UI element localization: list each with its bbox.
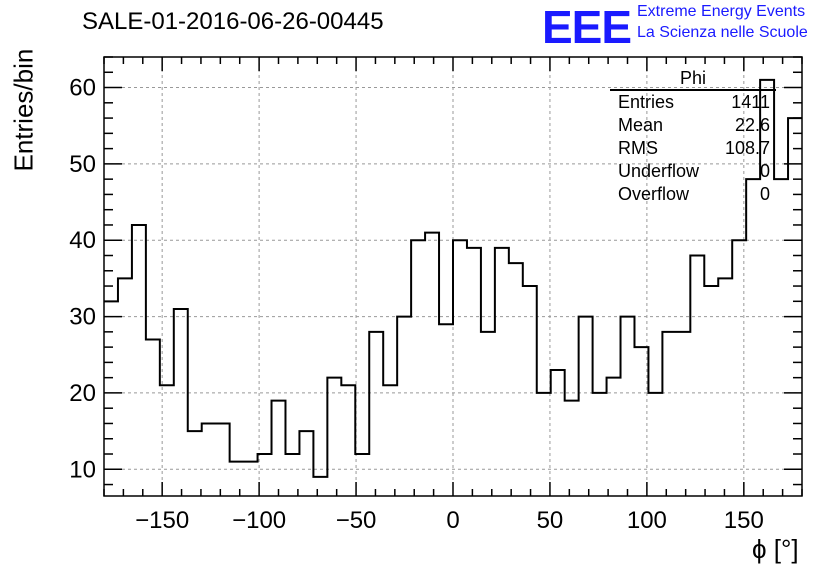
stats-key: Overflow bbox=[618, 184, 690, 204]
y-tick-label: 50 bbox=[69, 151, 96, 178]
histogram-bin bbox=[341, 385, 355, 496]
histogram-bin bbox=[607, 378, 621, 496]
x-tick-label: 100 bbox=[627, 507, 667, 534]
histogram-bin bbox=[467, 248, 481, 496]
stats-row-underflow: Underflow 0 bbox=[618, 161, 770, 183]
histogram-bin bbox=[676, 332, 690, 496]
stats-value: 108.7 bbox=[724, 138, 770, 158]
y-axis-label: Entries/bin bbox=[8, 48, 39, 172]
histogram-bin bbox=[439, 324, 453, 496]
stats-value: 0 bbox=[759, 184, 770, 204]
histogram-bin bbox=[523, 286, 537, 496]
x-tick-label: −50 bbox=[336, 507, 377, 534]
stats-row-overflow: Overflow 0 bbox=[618, 184, 770, 206]
y-tick-label: 20 bbox=[69, 380, 96, 407]
histogram-bin bbox=[551, 370, 565, 496]
histogram-bin bbox=[369, 332, 383, 496]
histogram-bin bbox=[299, 431, 313, 496]
histogram-bin bbox=[118, 278, 132, 496]
histogram-bin bbox=[411, 240, 425, 496]
histogram-bin bbox=[732, 240, 746, 496]
histogram-bin bbox=[160, 385, 174, 496]
histogram-bin bbox=[593, 393, 607, 496]
stats-title: Phi bbox=[680, 68, 707, 88]
histogram-bin bbox=[509, 263, 523, 496]
histogram-bin bbox=[648, 393, 662, 496]
histogram-bin bbox=[383, 385, 397, 496]
stats-divider bbox=[610, 89, 776, 91]
stats-key: Underflow bbox=[618, 161, 700, 181]
histogram-bin bbox=[704, 286, 718, 496]
histogram-bin bbox=[188, 431, 202, 496]
stats-key: RMS bbox=[618, 138, 658, 158]
logo-line-2: La Scienza nelle Scuole bbox=[637, 24, 808, 41]
x-tick-label: −150 bbox=[135, 507, 189, 534]
stats-key: Mean bbox=[618, 115, 664, 135]
histogram-bin bbox=[202, 423, 216, 496]
histogram-bin bbox=[425, 233, 439, 496]
histogram-bin bbox=[481, 332, 495, 496]
histogram-bin bbox=[216, 423, 230, 496]
stats-value: 22.6 bbox=[734, 115, 770, 135]
histogram-bin bbox=[774, 179, 788, 496]
histogram-bin bbox=[146, 339, 160, 496]
histogram-bin bbox=[746, 179, 760, 496]
histogram-bin bbox=[313, 477, 327, 496]
histogram-bin bbox=[718, 278, 732, 496]
histogram-bin bbox=[662, 332, 676, 496]
y-tick-label: 60 bbox=[69, 75, 96, 102]
stats-key: Entries bbox=[618, 92, 675, 112]
axis-ticks bbox=[103, 56, 803, 496]
histogram-bin bbox=[579, 317, 593, 496]
histogram-bin bbox=[272, 401, 286, 496]
x-axis-label: ϕ [°] bbox=[752, 534, 799, 564]
chart-title: SALE-01-2016-06-26-00445 bbox=[82, 8, 384, 35]
histogram-bin bbox=[634, 347, 648, 496]
histogram-bars bbox=[104, 78, 802, 496]
y-tick-label: 10 bbox=[69, 456, 96, 483]
histogram-bin bbox=[174, 309, 188, 496]
stats-row-rms: RMS 108.7 bbox=[618, 138, 770, 160]
histogram-bin bbox=[495, 248, 509, 496]
logo-line-1: Extreme Energy Events bbox=[637, 3, 806, 20]
histogram-bin bbox=[690, 256, 704, 496]
histogram-bin bbox=[397, 317, 411, 496]
x-tick-label: −100 bbox=[232, 507, 286, 534]
stats-value: 1411 bbox=[731, 92, 770, 112]
histogram-bin bbox=[244, 462, 258, 496]
y-tick-label: 30 bbox=[69, 304, 96, 331]
histogram-bin bbox=[327, 378, 341, 496]
stats-value: 0 bbox=[759, 161, 770, 181]
tick-labels: −150 −100 −50 0 50 100 150 10 20 30 40 50 60 bbox=[69, 75, 764, 534]
histogram-bin bbox=[453, 240, 467, 496]
histogram-bin bbox=[132, 225, 146, 496]
histogram-bin bbox=[230, 462, 244, 496]
histogram-bin bbox=[104, 301, 118, 496]
stats-row-entries: Entries 1411 bbox=[618, 92, 770, 114]
x-tick-label: 0 bbox=[446, 507, 459, 534]
x-tick-label: 50 bbox=[537, 507, 564, 534]
histogram-bin bbox=[537, 393, 551, 496]
histogram-bin bbox=[355, 454, 369, 496]
histogram-bin bbox=[621, 317, 635, 496]
stats-row-mean: Mean 22.6 bbox=[618, 115, 770, 137]
y-tick-label: 40 bbox=[69, 227, 96, 254]
eee-logo: EEE bbox=[542, 1, 632, 53]
histogram-outline bbox=[104, 78, 802, 478]
histogram-bin bbox=[565, 401, 579, 496]
x-tick-label: 150 bbox=[724, 507, 764, 534]
